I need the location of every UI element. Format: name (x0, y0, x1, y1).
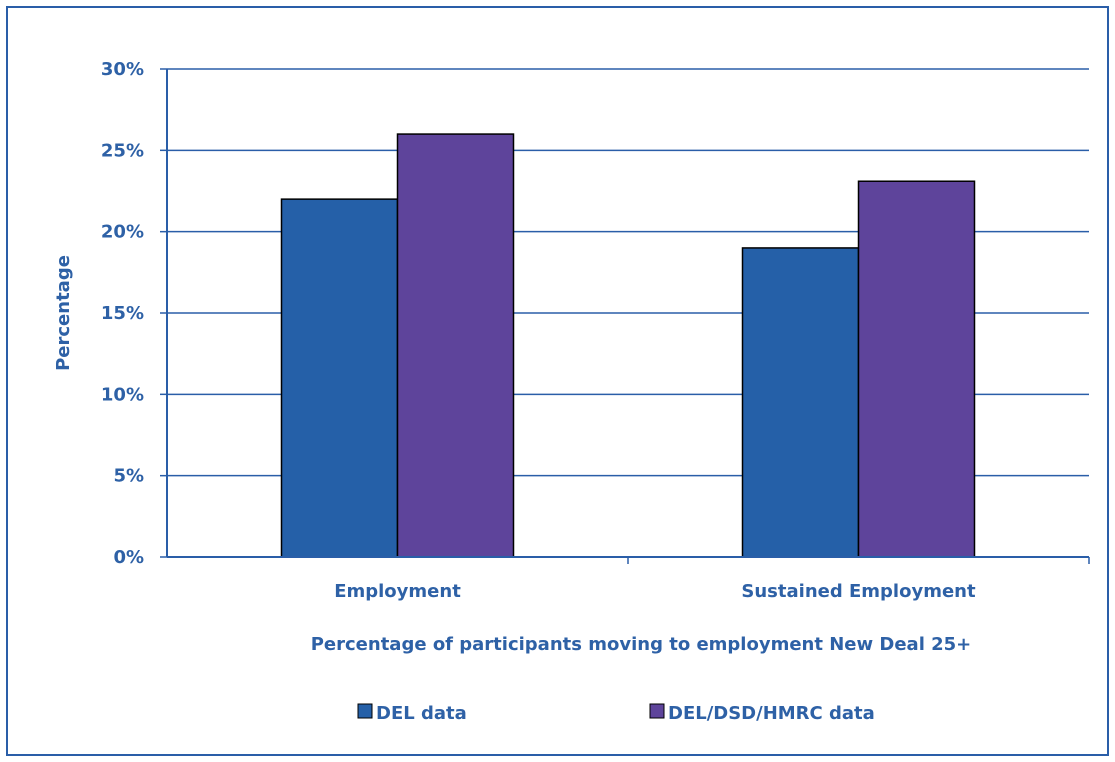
y-tick-label-10: 10% (101, 384, 144, 405)
x-axis-title: Percentage of participants moving to emp… (311, 634, 972, 655)
y-tick-label-25: 25% (101, 140, 144, 161)
bar-0-0 (280, 198, 399, 558)
category-label-0: Employment (334, 581, 461, 602)
y-tick-label-0: 0% (113, 547, 144, 568)
axes (160, 68, 1090, 564)
y-tick-labels: 0% 5% 10% 15% 20% 25% 30% (101, 59, 144, 568)
bar-1-1 (857, 180, 976, 558)
legend-swatch-del-data (357, 703, 373, 719)
legend-label-del-dsd-hmrc-data: DEL/DSD/HMRC data (668, 703, 875, 724)
legend-label-del-data: DEL data (376, 703, 467, 724)
bar-1-0 (741, 247, 860, 558)
y-tick-label-15: 15% (101, 303, 144, 324)
y-axis-title: Percentage (53, 255, 74, 371)
y-tick-label-5: 5% (113, 466, 144, 487)
y-tick-label-30: 30% (101, 59, 144, 80)
bar-0-1 (396, 133, 515, 558)
y-tick-label-20: 20% (101, 222, 144, 243)
bars (280, 133, 976, 558)
legend: DEL data DEL/DSD/HMRC data (357, 703, 875, 724)
legend-swatch-del-dsd-hmrc-data (649, 703, 665, 719)
category-labels: Employment Sustained Employment (334, 581, 976, 602)
category-label-1: Sustained Employment (741, 581, 976, 602)
